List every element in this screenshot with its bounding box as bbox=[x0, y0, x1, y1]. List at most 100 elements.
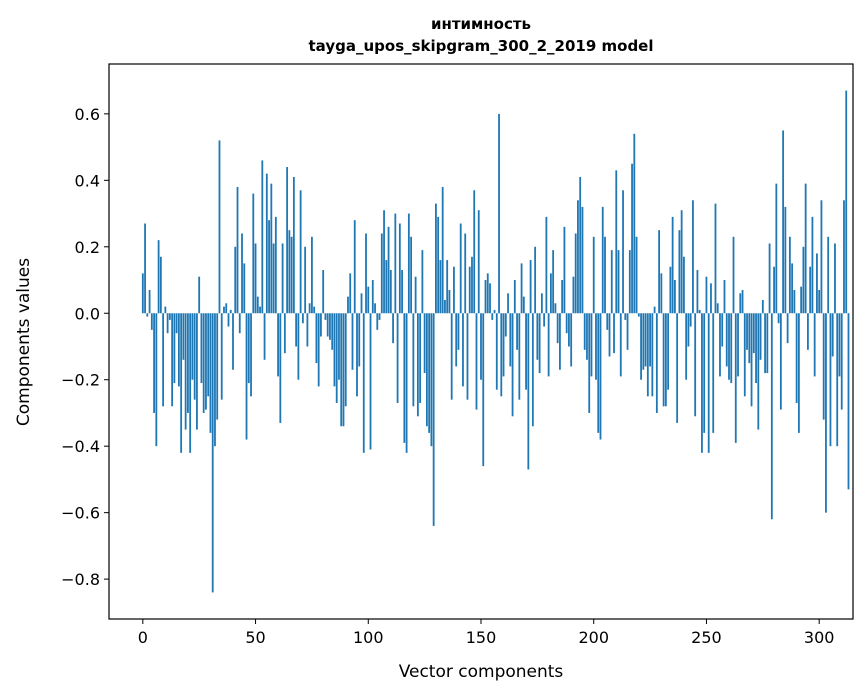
bar-229 bbox=[658, 230, 661, 314]
bar-242 bbox=[687, 313, 690, 347]
y-tick-label: −0.6 bbox=[61, 504, 100, 523]
bar-157 bbox=[495, 313, 498, 390]
bar-53 bbox=[261, 160, 264, 314]
bar-200 bbox=[592, 236, 595, 314]
bar-82 bbox=[326, 313, 329, 337]
bar-55 bbox=[265, 173, 268, 314]
bar-117 bbox=[405, 313, 408, 453]
bar-46 bbox=[245, 313, 248, 440]
bar-181 bbox=[549, 273, 552, 314]
bar-302 bbox=[822, 313, 825, 420]
bar-52 bbox=[259, 306, 261, 314]
bar-210 bbox=[615, 170, 618, 314]
bars-group bbox=[141, 90, 850, 593]
bar-122 bbox=[416, 313, 419, 417]
bar-80 bbox=[322, 270, 325, 314]
bar-243 bbox=[689, 313, 692, 327]
bar-61 bbox=[279, 313, 282, 423]
bar-274 bbox=[759, 313, 762, 360]
bar-23 bbox=[193, 313, 196, 400]
bar-255 bbox=[716, 303, 719, 314]
bar-214 bbox=[624, 313, 627, 320]
bar-35 bbox=[220, 313, 223, 400]
bar-156 bbox=[493, 309, 496, 314]
bar-308 bbox=[836, 313, 839, 447]
bar-309 bbox=[838, 313, 841, 377]
x-tick-label: 50 bbox=[245, 628, 265, 647]
bar-178 bbox=[543, 313, 546, 327]
bar-144 bbox=[466, 313, 469, 400]
bar-217 bbox=[631, 163, 633, 314]
bar-38 bbox=[227, 313, 230, 327]
bar-32 bbox=[214, 313, 216, 447]
bar-222 bbox=[642, 313, 645, 370]
bar-212 bbox=[619, 313, 622, 377]
bar-146 bbox=[471, 256, 473, 314]
bar-140 bbox=[457, 313, 460, 350]
bar-277 bbox=[766, 313, 769, 374]
bar-215 bbox=[626, 313, 629, 350]
bar-259 bbox=[725, 313, 728, 367]
plot-frame bbox=[108, 63, 854, 620]
bar-281 bbox=[775, 183, 778, 314]
bar-47 bbox=[247, 313, 250, 384]
bar-180 bbox=[547, 313, 550, 377]
bar-149 bbox=[477, 210, 480, 314]
bar-246 bbox=[696, 270, 699, 314]
bar-66 bbox=[290, 236, 293, 314]
bar-262 bbox=[732, 236, 735, 314]
bar-2 bbox=[146, 313, 149, 317]
bar-163 bbox=[509, 313, 512, 367]
bar-294 bbox=[804, 183, 807, 314]
bar-112 bbox=[394, 213, 397, 314]
bar-238 bbox=[678, 230, 681, 314]
bar-213 bbox=[622, 190, 624, 314]
bar-312 bbox=[845, 90, 848, 314]
bar-166 bbox=[516, 313, 518, 350]
bar-58 bbox=[272, 243, 275, 314]
x-tick-label: 150 bbox=[466, 628, 497, 647]
bar-234 bbox=[669, 266, 672, 314]
y-axis-label: Components values bbox=[14, 258, 34, 426]
bar-311 bbox=[843, 200, 845, 314]
bar-267 bbox=[743, 313, 746, 397]
bar-171 bbox=[527, 313, 530, 470]
bar-207 bbox=[608, 313, 611, 357]
chart-title: интимность bbox=[431, 15, 531, 33]
bar-111 bbox=[392, 313, 394, 344]
bar-158 bbox=[498, 113, 500, 314]
chart-subtitle: tayga_upos_skipgram_300_2_2019 model bbox=[309, 37, 654, 55]
bar-256 bbox=[719, 313, 721, 377]
bar-189 bbox=[568, 313, 570, 347]
y-tick-label: −0.8 bbox=[61, 570, 100, 589]
bar-8 bbox=[159, 256, 162, 314]
bar-69 bbox=[297, 313, 300, 380]
bar-254 bbox=[714, 203, 717, 314]
bar-159 bbox=[500, 313, 503, 397]
bar-84 bbox=[331, 313, 334, 350]
bar-49 bbox=[252, 193, 255, 314]
bar-19 bbox=[184, 313, 187, 430]
bar-90 bbox=[344, 313, 347, 407]
bar-0 bbox=[141, 273, 144, 314]
bar-241 bbox=[685, 313, 688, 380]
bar-11 bbox=[166, 313, 169, 334]
bar-94 bbox=[353, 220, 356, 314]
bar-174 bbox=[534, 246, 537, 314]
bar-75 bbox=[311, 236, 313, 314]
bar-135 bbox=[446, 260, 449, 314]
bar-247 bbox=[698, 309, 701, 314]
bar-98 bbox=[362, 313, 365, 453]
bar-220 bbox=[637, 313, 640, 317]
x-tick-label: 100 bbox=[353, 628, 384, 647]
bar-83 bbox=[329, 313, 331, 340]
bar-261 bbox=[730, 313, 733, 384]
bar-106 bbox=[380, 233, 383, 314]
bar-139 bbox=[455, 313, 458, 367]
bar-7 bbox=[157, 240, 160, 314]
bar-203 bbox=[599, 313, 602, 440]
bar-205 bbox=[604, 236, 606, 314]
bar-41 bbox=[234, 246, 237, 314]
bar-179 bbox=[545, 216, 548, 314]
